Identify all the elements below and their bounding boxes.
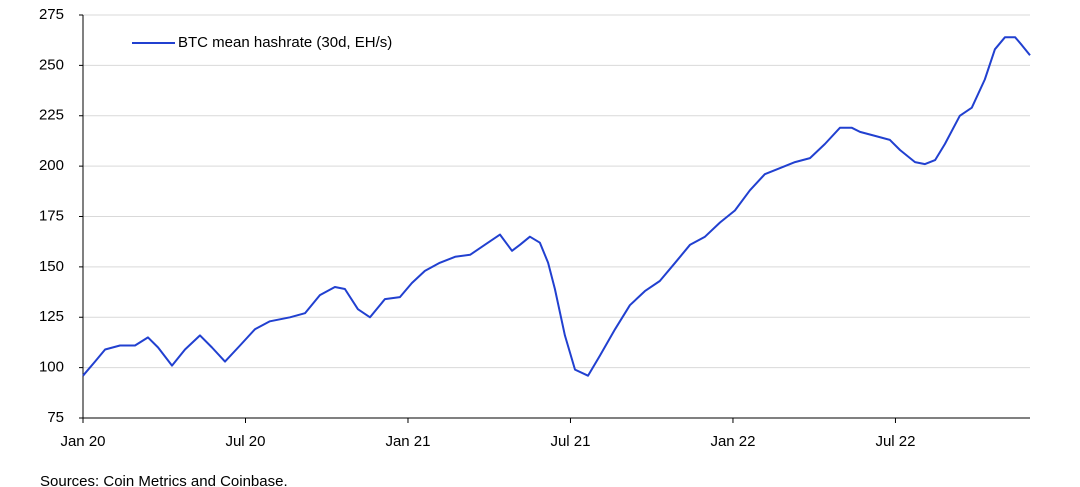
y-tick-label: 75 bbox=[47, 409, 64, 426]
x-tick-label: Jul 21 bbox=[550, 433, 590, 450]
legend-label: BTC mean hashrate (30d, EH/s) bbox=[178, 34, 392, 51]
x-tick-label: Jan 21 bbox=[385, 433, 430, 450]
y-tick-label: 125 bbox=[39, 308, 64, 325]
x-tick-label: Jan 20 bbox=[60, 433, 105, 450]
y-tick-label: 250 bbox=[39, 56, 64, 73]
source-note: Sources: Coin Metrics and Coinbase. bbox=[40, 473, 288, 487]
y-tick-label: 100 bbox=[39, 359, 64, 376]
y-tick-label: 225 bbox=[39, 107, 64, 124]
y-tick-label: 200 bbox=[39, 157, 64, 174]
data-line bbox=[82, 36, 1031, 377]
y-tick-label: 275 bbox=[39, 6, 64, 23]
x-tick-label: Jul 20 bbox=[225, 433, 265, 450]
y-tick-label: 175 bbox=[39, 207, 64, 224]
x-tick-label: Jan 22 bbox=[710, 433, 755, 450]
y-tick-label: 150 bbox=[39, 258, 64, 275]
x-tick-label: Jul 22 bbox=[875, 433, 915, 450]
